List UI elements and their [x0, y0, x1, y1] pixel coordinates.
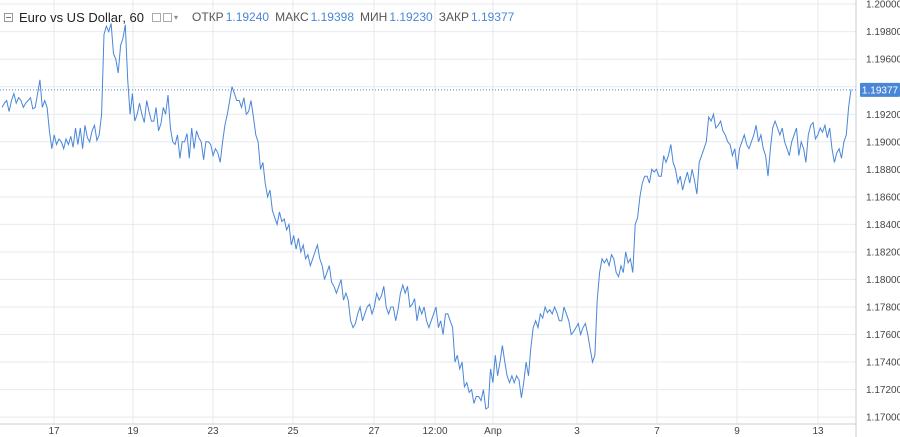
- y-tick-label: 1.19600: [866, 55, 900, 66]
- close-value: 1.19377: [470, 10, 515, 24]
- high-value: 1.19398: [310, 10, 355, 24]
- symbol-separator: ,: [122, 9, 130, 25]
- current-price-label: 1.19377: [860, 82, 900, 97]
- price-axis[interactable]: 1.200001.198001.196001.194001.192001.190…: [866, 0, 900, 424]
- horizontal-gridlines: [0, 3, 856, 418]
- x-tick-label: 9: [734, 426, 740, 437]
- svg-text:1.19377: 1.19377: [862, 85, 899, 96]
- open-label: ОТКР: [192, 10, 224, 24]
- x-tick-label: 13: [812, 426, 824, 437]
- y-tick-label: 1.18600: [866, 192, 900, 203]
- x-tick-label: 7: [654, 426, 660, 437]
- x-tick-label: 19: [127, 426, 139, 437]
- y-tick-label: 1.19800: [866, 27, 900, 38]
- y-tick-label: 1.17600: [866, 330, 900, 341]
- x-tick-label: 23: [207, 426, 219, 437]
- interval-value[interactable]: 60: [129, 9, 145, 25]
- x-tick-label: 12:00: [422, 426, 447, 437]
- y-tick-label: 1.17400: [866, 358, 900, 369]
- x-tick-label: Апр: [484, 426, 502, 437]
- x-tick-label: 3: [574, 426, 580, 437]
- close-label: ЗАКР: [438, 10, 469, 24]
- y-tick-label: 1.18800: [866, 165, 900, 176]
- y-tick-label: 1.18400: [866, 220, 900, 231]
- high-label: МАКС: [275, 10, 309, 24]
- low-value: 1.19230: [389, 10, 433, 24]
- symbol-name[interactable]: Euro vs US Dollar: [19, 9, 123, 25]
- close-icon[interactable]: [163, 12, 173, 22]
- settings-icon[interactable]: [152, 12, 162, 22]
- chevron-down-icon[interactable]: ▾: [174, 12, 179, 22]
- vertical-gridlines: [53, 0, 819, 424]
- y-tick-label: 1.19200: [866, 110, 900, 121]
- y-tick-label: 1.18000: [866, 275, 900, 286]
- low-label: МИН: [360, 10, 388, 24]
- y-tick-label: 1.17000: [866, 413, 900, 424]
- y-tick-label: 1.17800: [866, 302, 900, 313]
- price-series-line: [1, 23, 852, 410]
- x-tick-label: 25: [287, 426, 299, 437]
- y-tick-label: 1.20000: [866, 0, 900, 11]
- chart-legend: Euro vs US Dollar , 60 ▾ ОТКР 1.19240 МА…: [4, 8, 514, 26]
- x-tick-label: 17: [48, 426, 60, 437]
- y-tick-label: 1.19000: [866, 137, 900, 148]
- time-axis[interactable]: 17 19 23 25 27 12:00 Апр 3 7 9 13: [48, 426, 824, 437]
- y-tick-label: 1.17200: [866, 385, 900, 396]
- collapse-icon[interactable]: [4, 12, 13, 22]
- y-tick-label: 1.18200: [866, 247, 900, 258]
- x-tick-label: 27: [368, 426, 380, 437]
- open-value: 1.19240: [225, 10, 270, 24]
- legend-actions: ▾: [152, 12, 179, 22]
